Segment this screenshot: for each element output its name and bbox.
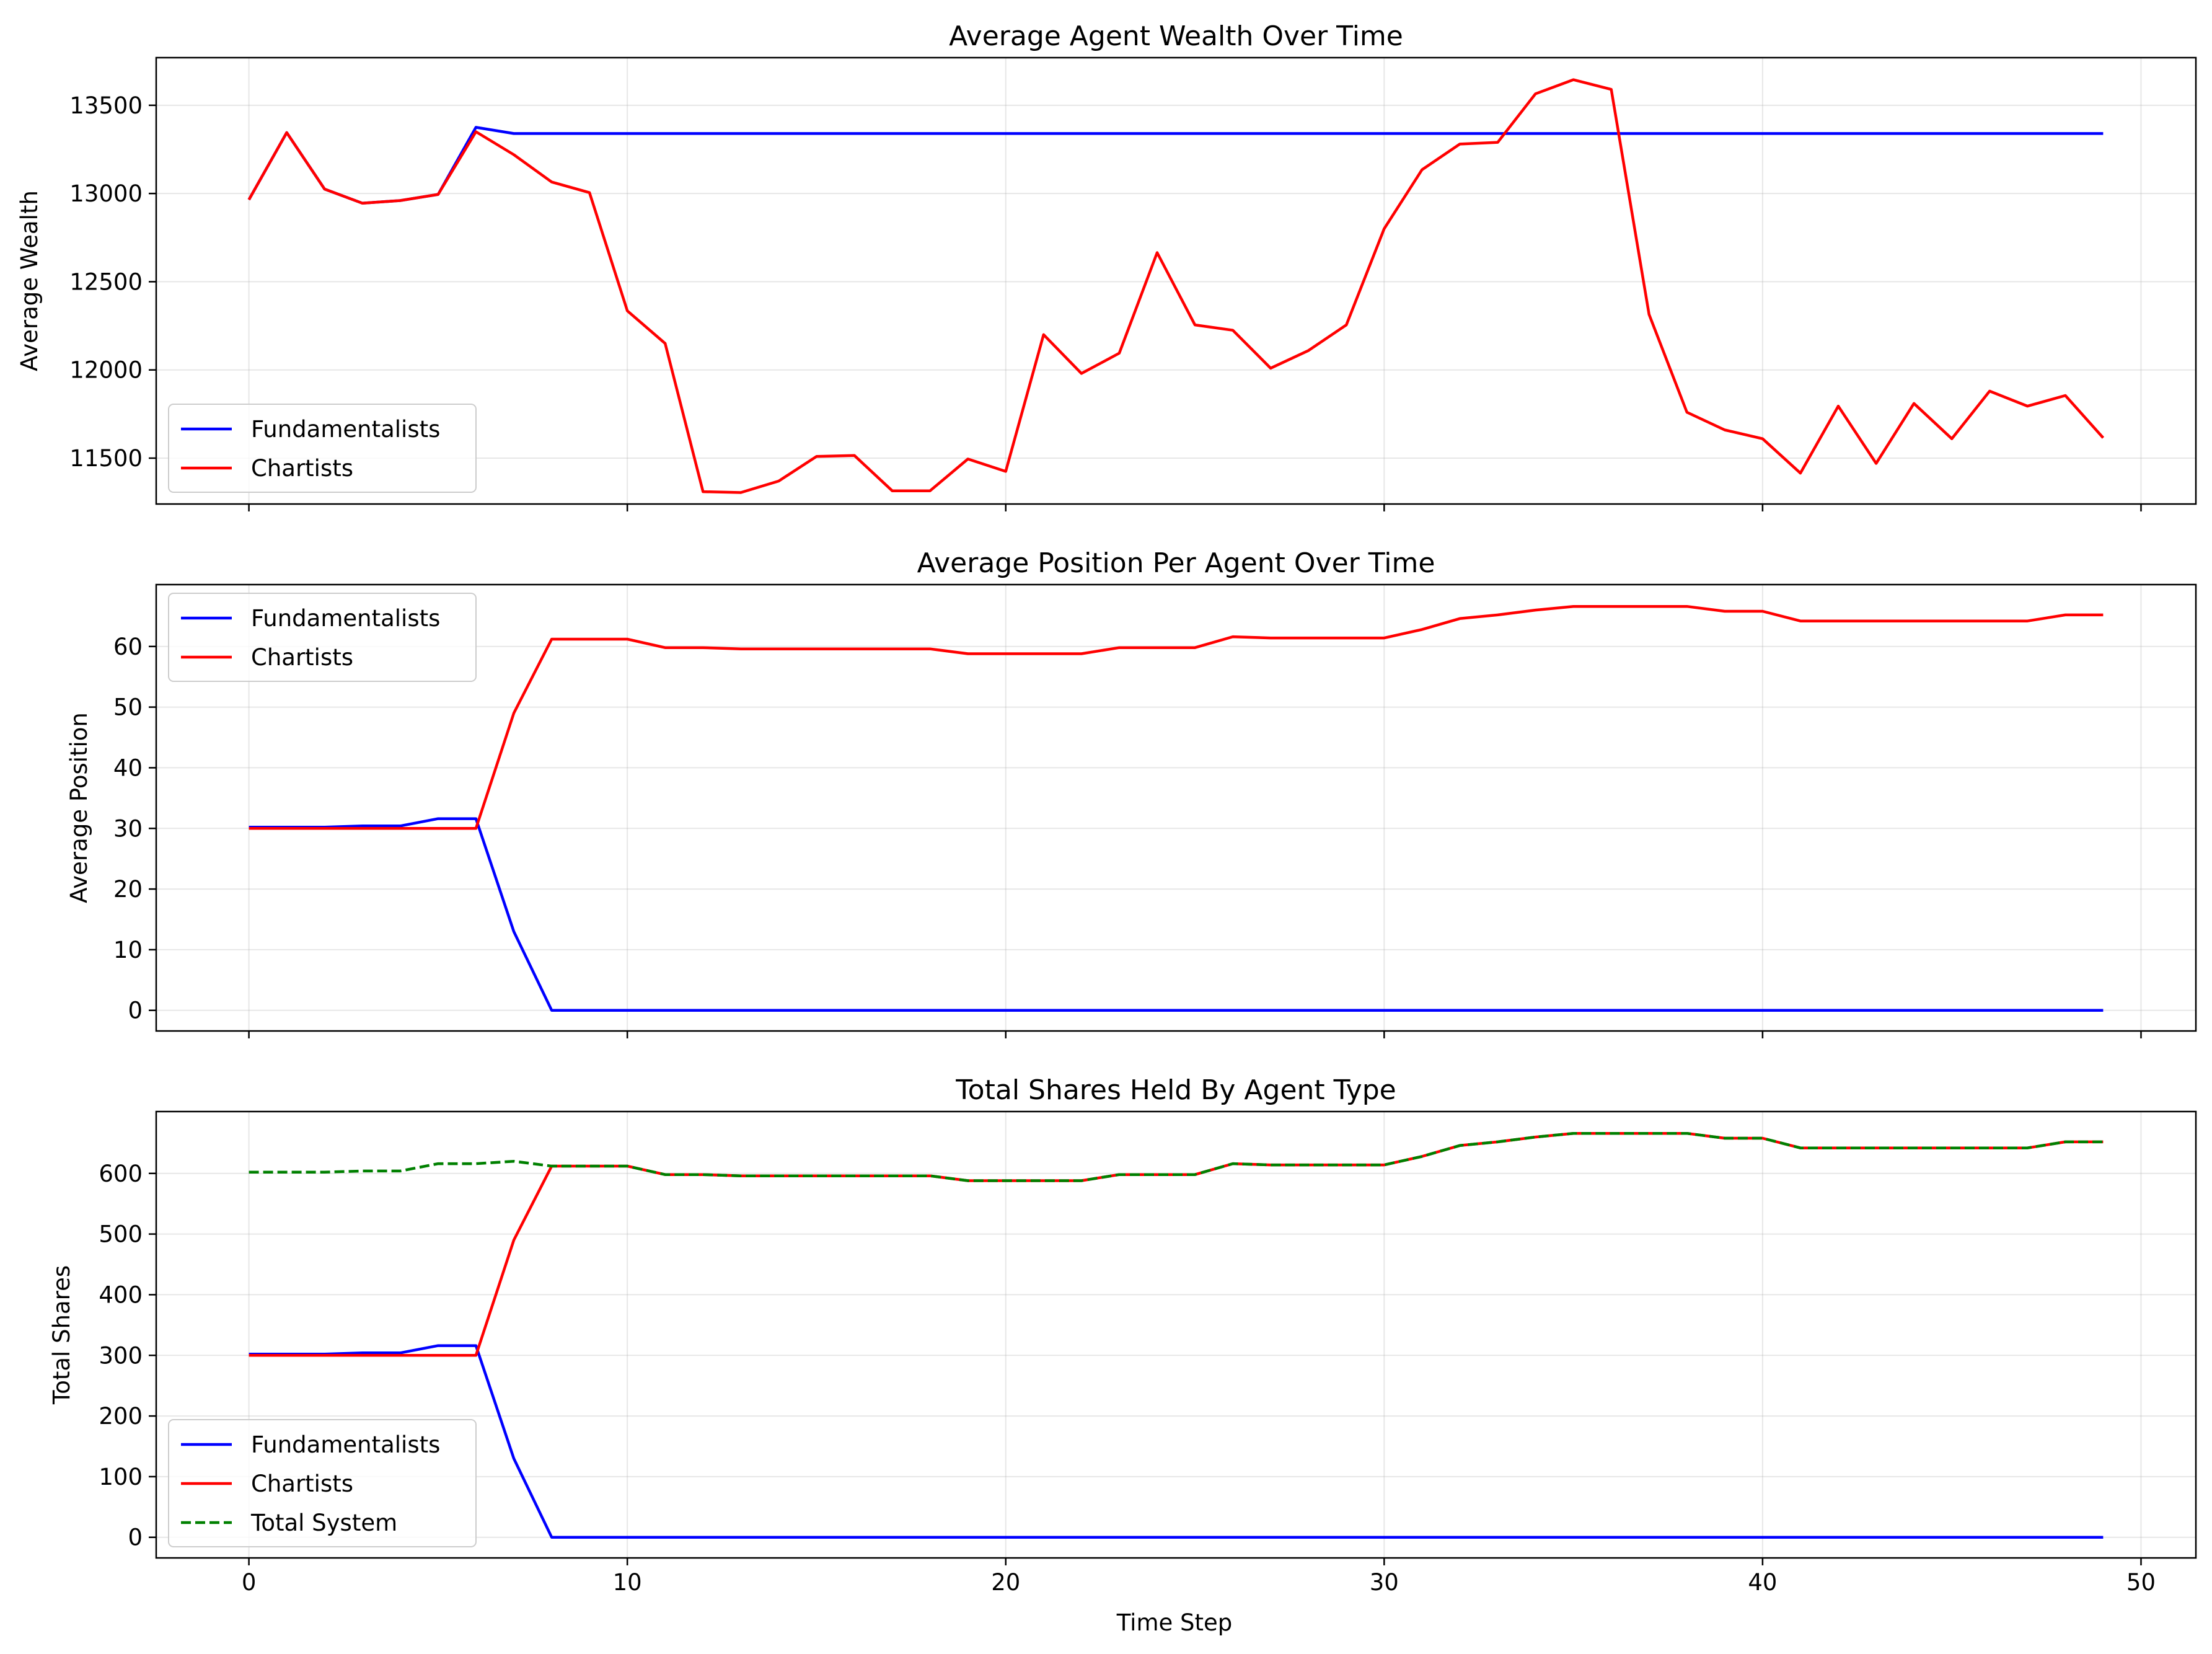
y-axis-label: Average Position bbox=[66, 712, 92, 903]
y-tick-label: 0 bbox=[128, 1524, 143, 1551]
y-tick-label: 600 bbox=[99, 1161, 143, 1187]
series-line-fundamentalists bbox=[249, 1344, 2104, 1539]
chart-panel-2: 0 10 20 30 40 50 60 Average Position Per Agent … bbox=[66, 547, 2197, 1038]
legend-box bbox=[168, 1419, 477, 1547]
plot-area-frame bbox=[155, 583, 2197, 1032]
y-tick-label: 60 bbox=[113, 634, 143, 660]
plot-area-frame bbox=[155, 1110, 2197, 1559]
y-tick-label: 13500 bbox=[69, 92, 143, 119]
y-tick-label: 20 bbox=[113, 876, 143, 903]
y-tick-label: 0 bbox=[128, 997, 143, 1024]
chart-title: Total Shares Held By Agent Type bbox=[955, 1074, 1396, 1106]
y-tick-label: 10 bbox=[113, 937, 143, 963]
series-line-fundamentalists bbox=[247, 126, 2104, 205]
y-axis-label: Total Shares bbox=[48, 1265, 75, 1405]
legend: Fundamentalists Chartists Total System bbox=[168, 1419, 477, 1547]
y-tick-label: 300 bbox=[99, 1342, 143, 1369]
legend-label: Chartists bbox=[251, 644, 353, 671]
plot-area-frame bbox=[155, 56, 2197, 505]
x-tick-label: 10 bbox=[613, 1569, 642, 1596]
legend-label: Total System bbox=[250, 1510, 397, 1536]
y-tick-label: 13000 bbox=[69, 180, 143, 207]
legend-label: Chartists bbox=[251, 455, 353, 482]
x-tick-label: 50 bbox=[2126, 1569, 2156, 1596]
y-tick-label: 30 bbox=[113, 815, 143, 842]
y-tick-label: 400 bbox=[99, 1281, 143, 1308]
chart-title: Average Agent Wealth Over Time bbox=[949, 20, 1403, 52]
legend: Fundamentalists Chartists bbox=[168, 404, 477, 493]
legend-label: Fundamentalists bbox=[251, 1431, 440, 1458]
legend-label: Fundamentalists bbox=[251, 605, 440, 632]
legend-label: Fundamentalists bbox=[251, 416, 440, 443]
y-tick-label: 500 bbox=[99, 1221, 143, 1248]
x-tick-label: 30 bbox=[1370, 1569, 1399, 1596]
figure-xlabel: Time Step bbox=[1116, 1609, 1233, 1636]
y-tick-label: 100 bbox=[99, 1464, 143, 1490]
series-line-chartists bbox=[247, 78, 2105, 494]
chart-panel-1: 11500 12000 12500 13000 13500 Average Agent W… bbox=[16, 20, 2197, 511]
legend-box bbox=[168, 593, 477, 682]
x-tick-label: 0 bbox=[242, 1569, 257, 1596]
x-tick-label: 40 bbox=[1748, 1569, 1777, 1596]
chart-title: Average Position Per Agent Over Time bbox=[917, 547, 1435, 579]
y-axis-label: Average Wealth bbox=[16, 190, 43, 371]
y-tick-label: 11500 bbox=[69, 445, 143, 472]
x-tick-label: 20 bbox=[991, 1569, 1020, 1596]
legend: Fundamentalists Chartists bbox=[168, 593, 477, 682]
y-tick-label: 200 bbox=[99, 1403, 143, 1430]
legend-label: Chartists bbox=[251, 1470, 353, 1497]
y-tick-label: 12000 bbox=[69, 357, 143, 384]
y-tick-label: 40 bbox=[113, 754, 143, 781]
legend-box bbox=[168, 404, 477, 493]
y-tick-label: 12500 bbox=[69, 268, 143, 295]
series-line-chartists bbox=[249, 604, 2104, 830]
series-line-chartists bbox=[249, 1131, 2104, 1357]
series-line-total-system bbox=[249, 1131, 2104, 1182]
series-line-fundamentalists bbox=[249, 817, 2104, 1012]
y-tick-label: 50 bbox=[113, 694, 143, 721]
